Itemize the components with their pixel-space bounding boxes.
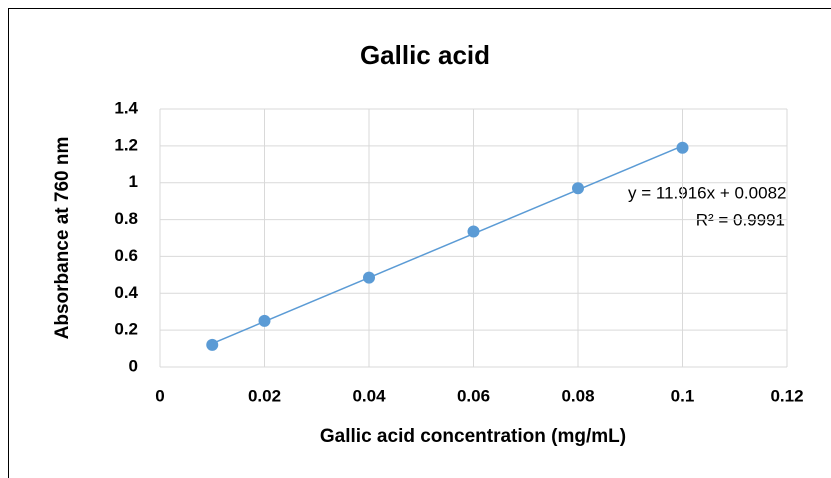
chart-frame — [8, 8, 831, 478]
y-tick-label: 0 — [129, 356, 138, 375]
y-tick-label: 1.4 — [114, 98, 138, 117]
x-tick-label: 0 — [155, 386, 164, 405]
x-tick-label: 0.06 — [457, 386, 490, 405]
x-tick-label: 0.1 — [671, 386, 695, 405]
x-axis-label: Gallic acid concentration (mg/mL) — [320, 426, 626, 447]
data-point — [572, 182, 584, 195]
y-tick-label: 0.8 — [114, 209, 138, 228]
x-tick-label: 0.08 — [561, 386, 594, 405]
y-tick-label: 0.6 — [114, 246, 138, 265]
x-tick-label: 0.12 — [770, 386, 803, 405]
data-point — [258, 314, 271, 327]
y-axis-label: Absorbance at 760 nm — [52, 137, 73, 340]
trendline — [211, 145, 683, 345]
data-point — [467, 225, 480, 238]
data-point — [363, 271, 375, 284]
y-tick-label: 1.2 — [114, 135, 138, 154]
x-tick-label: 0.02 — [248, 386, 281, 405]
equation: y = 11.916x + 0.0082 — [628, 183, 786, 202]
chart-title: Gallic acid — [360, 40, 490, 70]
y-tick-label: 1 — [129, 172, 138, 191]
y-tick-label: 0.2 — [114, 320, 138, 339]
y-tick-label: 0.4 — [114, 283, 138, 302]
x-tick-label: 0.04 — [352, 386, 386, 405]
data-point — [676, 141, 689, 154]
data-point — [206, 338, 219, 351]
